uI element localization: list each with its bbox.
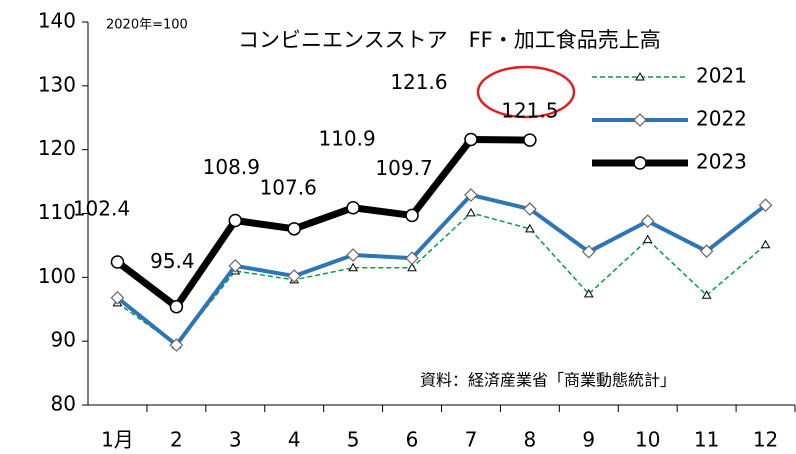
x-tick-label: 11 <box>694 428 719 452</box>
x-tick-label: 1月 <box>101 428 134 452</box>
series-line <box>115 135 530 311</box>
point <box>464 132 478 147</box>
point <box>640 214 655 229</box>
point <box>169 299 184 314</box>
point <box>525 223 535 233</box>
chart-title: コンビニエンスストア FF・加工食品売上高 <box>238 28 661 52</box>
data-label: 110.9 <box>318 126 375 150</box>
highlight-ellipse <box>476 65 576 119</box>
point <box>346 248 360 262</box>
point <box>407 262 417 272</box>
point <box>701 290 712 299</box>
point <box>348 262 358 272</box>
y-tick-label: 120 <box>38 136 76 160</box>
point <box>110 290 125 305</box>
point <box>169 338 184 352</box>
series-line <box>116 192 767 347</box>
point <box>464 188 478 202</box>
point <box>758 198 773 213</box>
point <box>287 222 301 236</box>
x-tick-label: 2 <box>170 428 183 452</box>
y-tick-label: 130 <box>38 72 76 96</box>
y-tick-label: 90 <box>51 328 76 352</box>
series-line <box>117 212 767 346</box>
x-tick-label: 12 <box>753 428 778 452</box>
data-label: 121.5 <box>501 99 558 123</box>
legend-label: 2021 <box>696 64 747 88</box>
y-tick-label: 140 <box>38 9 76 33</box>
point <box>228 258 243 273</box>
legend-marker <box>633 113 647 127</box>
point <box>523 133 537 147</box>
x-tick-label: 10 <box>635 428 660 452</box>
x-tick-label: 9 <box>582 428 595 452</box>
source-note: 資料：経済産業省「商業動態統計」 <box>420 371 676 390</box>
x-tick-label: 6 <box>406 428 419 452</box>
x-tick-label: 5 <box>347 428 360 452</box>
legend-marker <box>633 156 647 170</box>
point <box>699 244 714 259</box>
point <box>466 207 476 217</box>
legend-label: 2022 <box>696 107 747 131</box>
data-label: 95.4 <box>150 249 195 273</box>
data-label: 108.9 <box>203 155 260 179</box>
point <box>405 208 419 223</box>
point <box>110 255 125 269</box>
point <box>523 202 537 216</box>
point <box>642 234 653 244</box>
point <box>228 213 243 228</box>
data-label: 121.6 <box>390 70 447 94</box>
y-tick-label: 80 <box>51 392 76 416</box>
point <box>581 244 596 259</box>
x-tick-label: 3 <box>229 428 242 452</box>
x-tick-label: 7 <box>465 428 478 452</box>
legend-label: 2023 <box>696 150 747 174</box>
y-tick-label: 110 <box>38 200 76 224</box>
y-tick-label: 100 <box>38 264 76 288</box>
x-tick-label: 8 <box>524 428 537 452</box>
point <box>346 201 360 215</box>
x-tick-label: 4 <box>288 428 301 452</box>
point <box>287 269 302 283</box>
point <box>760 239 771 249</box>
point <box>405 251 419 266</box>
data-label: 107.6 <box>260 175 317 199</box>
subtitle: 2020年=100 <box>106 18 188 33</box>
data-label: 109.7 <box>375 156 432 180</box>
data-label: 102.4 <box>73 197 130 221</box>
point <box>583 288 594 298</box>
legend-marker <box>635 71 645 81</box>
